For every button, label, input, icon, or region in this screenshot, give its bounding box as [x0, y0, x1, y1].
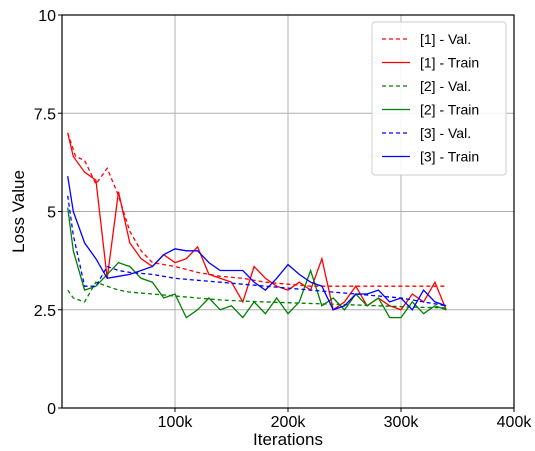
series-line-1: [67, 132, 447, 287]
y-tick-label: 7.5: [34, 106, 56, 123]
y-tick-label: 10: [38, 8, 56, 25]
y-tick-label: 2.5: [34, 303, 56, 320]
series-line-5: [67, 195, 447, 307]
legend-label: [1] - Train: [420, 55, 479, 71]
series-line-4: [67, 207, 447, 319]
y-tick-label: 0: [47, 401, 56, 418]
x-tick-label: 100k: [158, 414, 194, 431]
legend-label: [2] - Train: [420, 102, 479, 118]
y-tick-label: 5: [47, 205, 56, 222]
y-axis-label: Loss Value: [9, 170, 28, 253]
x-axis-label: Iterations: [253, 430, 323, 449]
x-tick-label: 400k: [497, 414, 533, 431]
series-lines: [67, 132, 447, 319]
legend-label: [2] - Val.: [420, 78, 471, 94]
series-line-2: [67, 132, 447, 311]
legend-label: [3] - Train: [420, 149, 479, 165]
axis-ticks: 100k 200k 300k 400k 0 2.5 5 7.5 10: [34, 8, 533, 431]
legend-box: [371, 21, 507, 176]
legend: [1] - Val. [1] - Train [2] - Val. [2] - Tra…: [371, 21, 507, 176]
x-tick-label: 300k: [384, 414, 420, 431]
x-tick-label: 200k: [271, 414, 307, 431]
series-line-3: [67, 281, 447, 309]
legend-label: [3] - Val.: [420, 125, 471, 141]
legend-label: [1] - Val.: [420, 31, 471, 47]
series-line-6: [67, 175, 447, 311]
